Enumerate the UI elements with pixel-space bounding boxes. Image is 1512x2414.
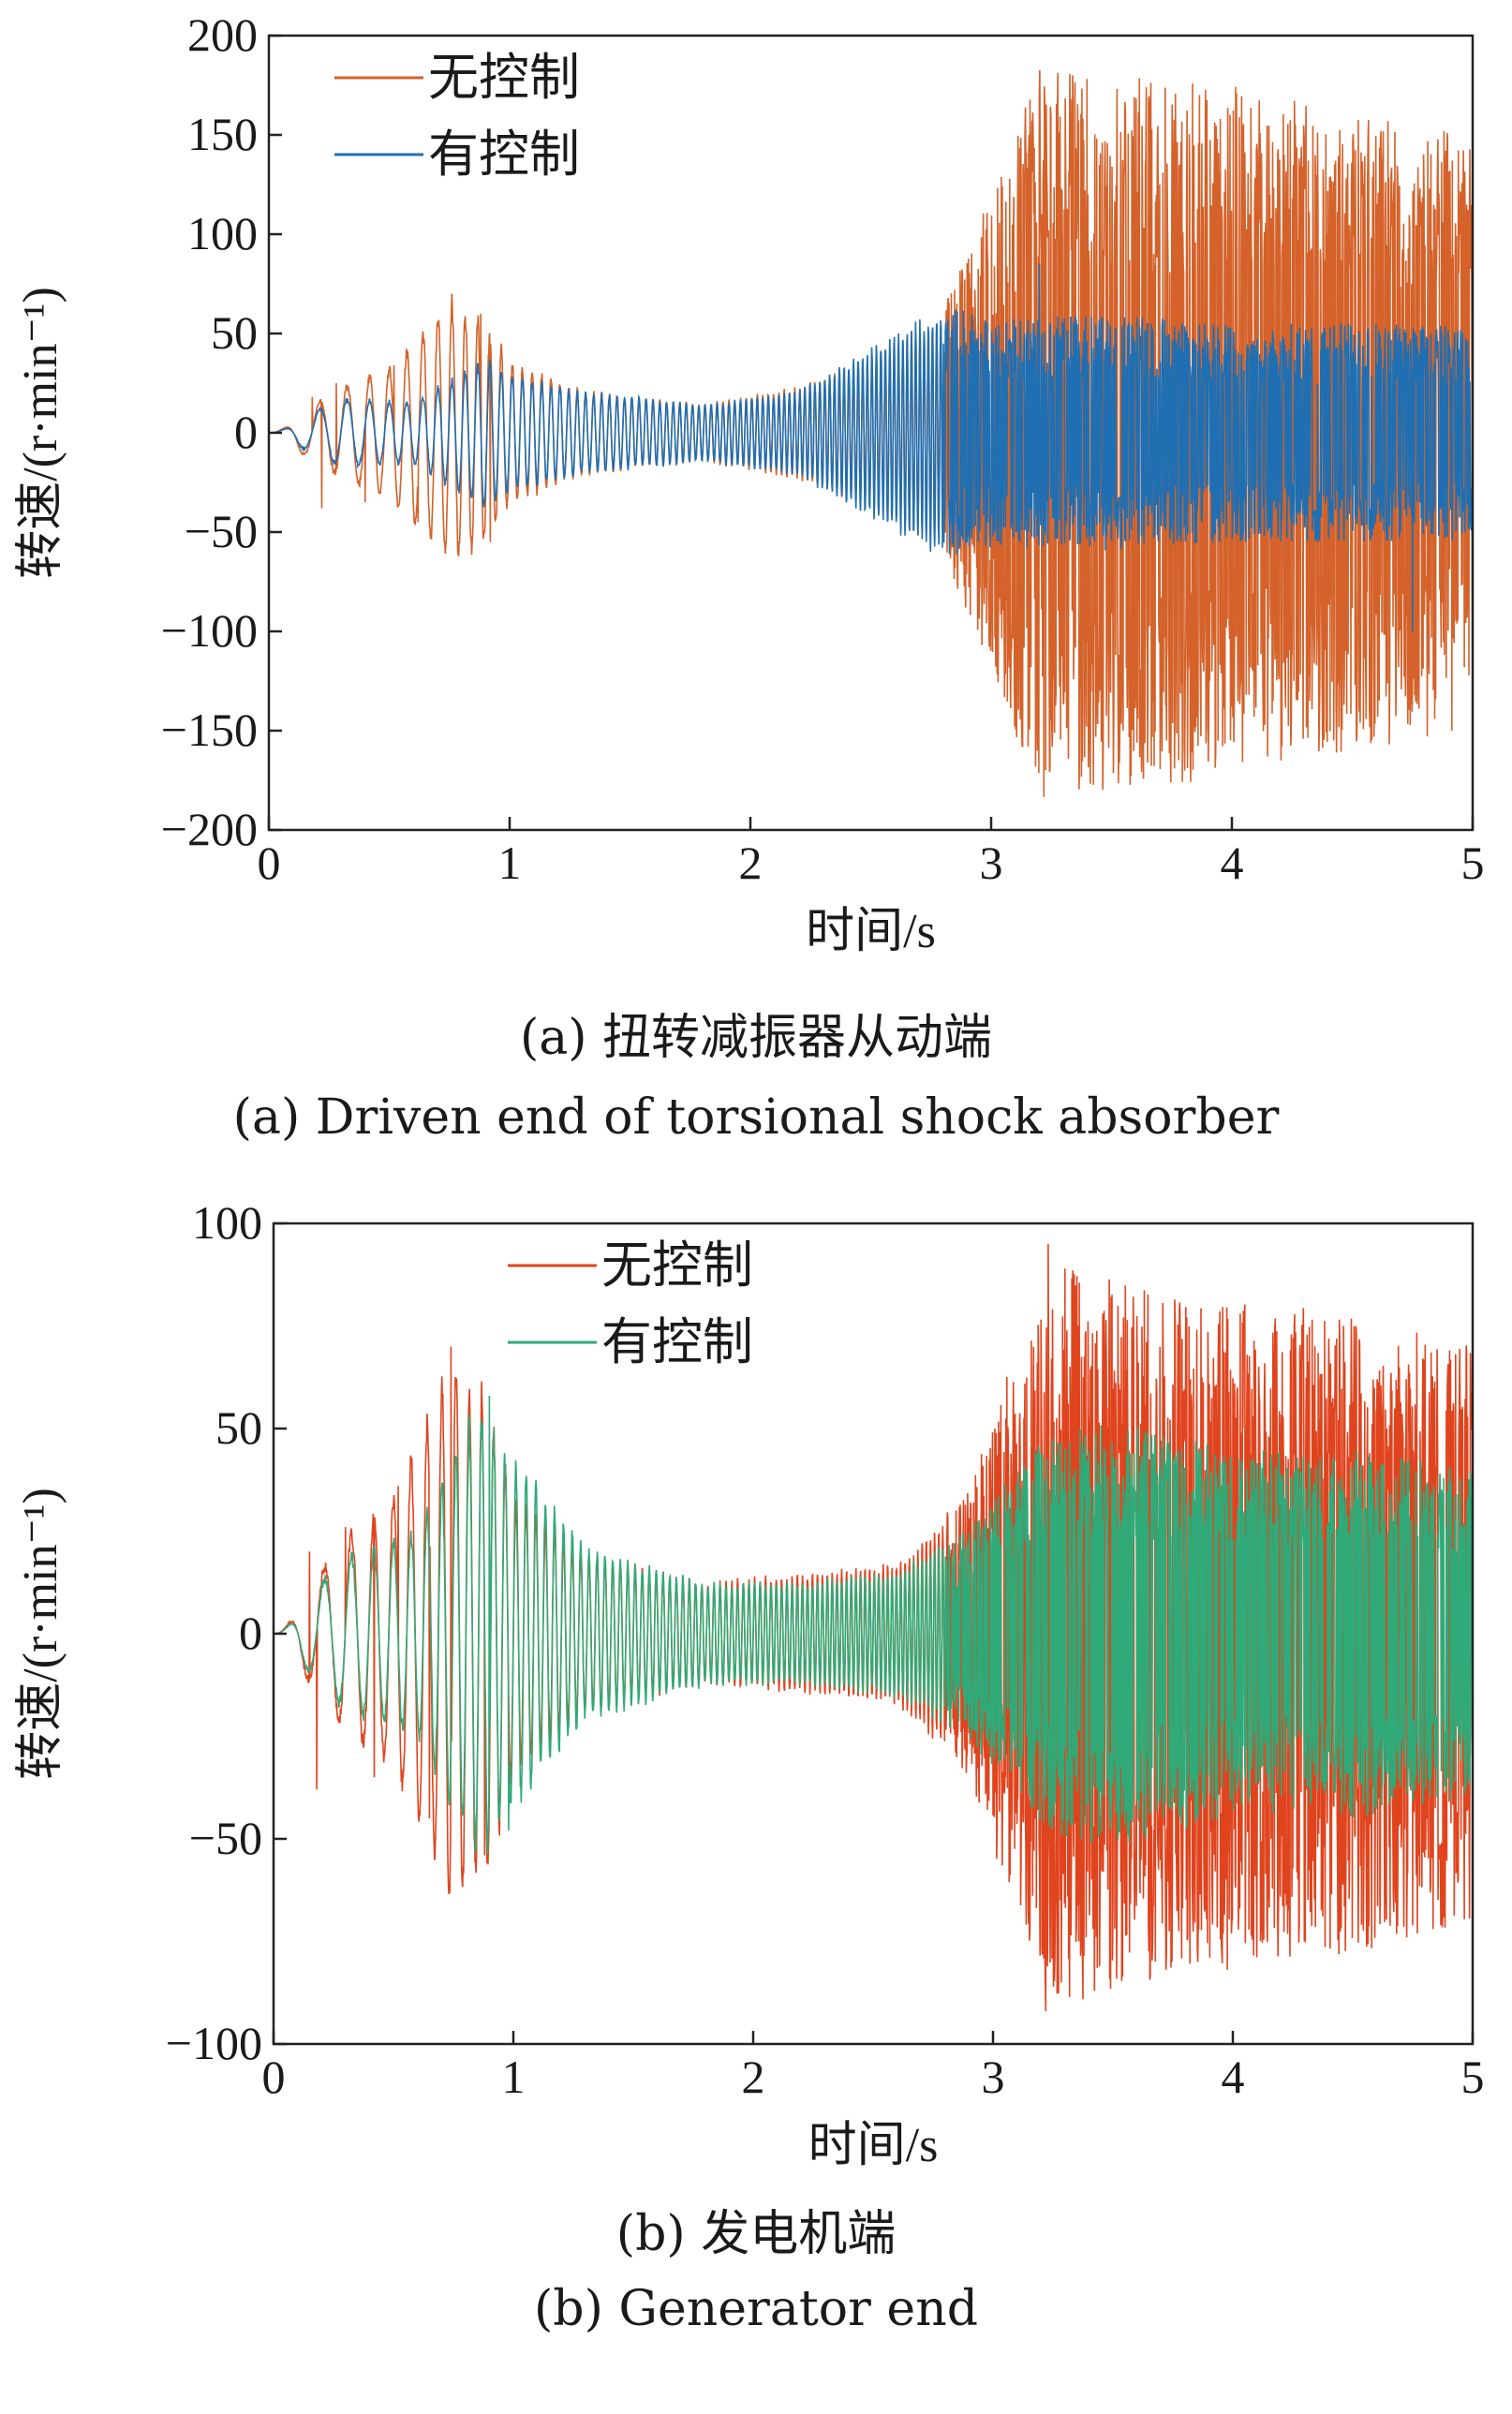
x-tick-label: 1 xyxy=(502,2051,526,2103)
series-line-with-control xyxy=(269,263,1474,632)
y-tick-label: −150 xyxy=(161,703,258,756)
x-tick-label: 2 xyxy=(739,837,763,889)
series-line-with-control xyxy=(274,1395,1474,1855)
y-tick-label: −50 xyxy=(189,1812,262,1864)
caption-a-cn: (a) 扭转减振器从动端 xyxy=(519,1010,993,1066)
legend-label: 无控制 xyxy=(601,1237,753,1294)
legend-label: 无控制 xyxy=(428,50,580,106)
y-tick-label: −100 xyxy=(166,2017,262,2069)
panel-b: 100 50 0 −50 −100 0 1 2 3 4 5 时间/s 转速/(r·min⁻¹) 无控制 有控… xyxy=(0,1190,1512,2414)
y-axis-title: 转速/(r·min⁻¹) xyxy=(14,287,67,579)
y-axis-title: 转速/(r·min⁻¹) xyxy=(14,1488,67,1780)
y-tick-label: 0 xyxy=(234,406,258,458)
x-axis-title: 时间/s xyxy=(806,905,936,958)
y-tick-label: 100 xyxy=(192,1196,262,1249)
x-tick-label: 5 xyxy=(1461,2051,1485,2103)
x-tick-label: 4 xyxy=(1222,2051,1245,2103)
legend-label: 有控制 xyxy=(428,126,580,183)
caption-a-en: (a) Driven end of torsional shock absorb… xyxy=(232,1089,1280,1146)
x-tick-label: 1 xyxy=(498,837,522,889)
x-tick-label: 0 xyxy=(262,2051,286,2103)
x-axis-title: 时间/s xyxy=(808,2119,939,2172)
y-tick-label: −100 xyxy=(161,604,258,657)
caption-b-cn: (b) 发电机端 xyxy=(615,2206,897,2262)
y-tick-label: 0 xyxy=(239,1607,262,1659)
caption-b-en: (b) Generator end xyxy=(534,2281,978,2337)
x-tick-label: 5 xyxy=(1461,837,1485,889)
panel-a: 200 150 100 50 0 −50 −100 −150 −200 0 1 2 3 4 5 时间/s 转速/… xyxy=(0,0,1512,1171)
y-tick-label: 150 xyxy=(187,108,258,160)
y-tick-label: 200 xyxy=(187,8,258,61)
x-tick-label: 4 xyxy=(1221,837,1244,889)
legend-label: 有控制 xyxy=(601,1314,753,1370)
x-tick-label: 2 xyxy=(742,2051,765,2103)
x-tick-label: 3 xyxy=(982,2051,1005,2103)
y-tick-label: 50 xyxy=(211,306,258,359)
y-tick-label: −200 xyxy=(161,803,258,855)
x-tick-label: 0 xyxy=(258,837,281,889)
x-tick-label: 3 xyxy=(980,837,1003,889)
y-tick-label: 100 xyxy=(187,207,258,259)
y-tick-label: −50 xyxy=(185,505,258,557)
y-tick-label: 50 xyxy=(215,1401,262,1454)
